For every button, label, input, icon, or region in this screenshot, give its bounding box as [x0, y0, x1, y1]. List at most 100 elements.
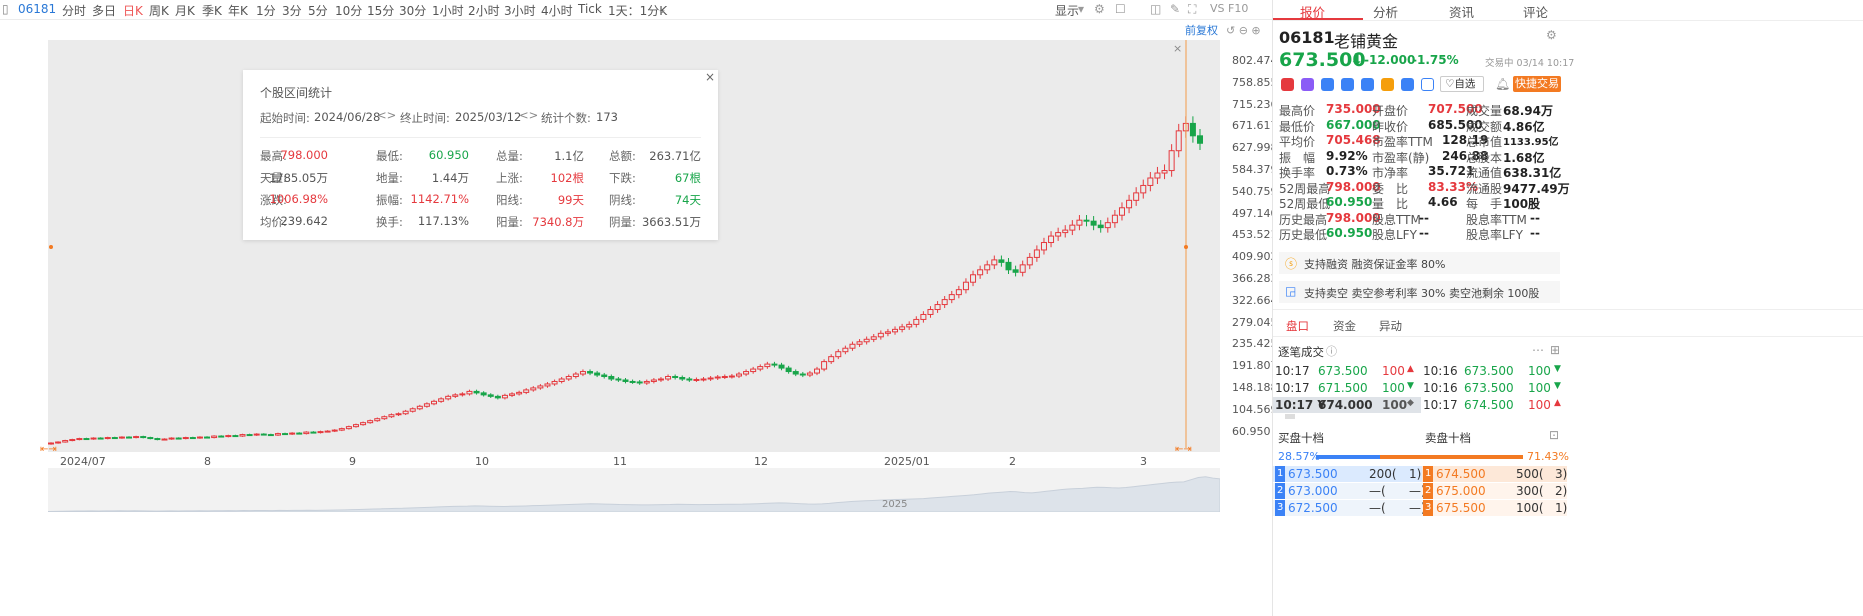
stat-label: 总量:	[496, 149, 523, 163]
tick-cell: 673.500	[1318, 364, 1368, 378]
range-right-handle-icon[interactable]: ⇤⇥	[1175, 444, 1192, 455]
box-icon[interactable]: ☐	[1115, 2, 1126, 16]
plus-icon[interactable]	[1361, 78, 1374, 91]
chevron-down-icon[interactable]: ⌄	[657, 2, 668, 16]
ask-row[interactable]	[1422, 500, 1567, 516]
undo-icon[interactable]: ↺ ⊖ ⊕	[1226, 24, 1261, 37]
candle	[537, 385, 544, 389]
end-date[interactable]: 2025/03/12	[455, 110, 522, 124]
caret-down-icon[interactable]: ▾	[1078, 2, 1085, 16]
candle	[1168, 150, 1175, 172]
candlestick-chart	[48, 40, 1203, 448]
add-watchlist-button[interactable]: ♡自选	[1440, 76, 1484, 92]
sidebar-toggle-icon[interactable]: ▯	[2, 2, 9, 16]
tab-funds[interactable]: 资金	[1333, 319, 1356, 333]
tab-jik[interactable]: 季K	[202, 4, 222, 18]
camera-icon[interactable]: ◫	[1150, 2, 1162, 16]
y-tick-label: 715.236	[1232, 97, 1278, 111]
tab-yuek[interactable]: 月K	[175, 4, 195, 18]
grid-icon[interactable]: ⊞	[1550, 343, 1561, 357]
quote-label: 流通值	[1466, 166, 1503, 180]
tab-zhouk[interactable]: 周K	[149, 4, 169, 18]
tab-5min[interactable]: 5分	[308, 4, 328, 18]
candle	[182, 437, 189, 440]
candle	[629, 380, 636, 383]
tab-15min[interactable]: 15分	[367, 4, 395, 18]
tab-10min[interactable]: 10分	[335, 4, 363, 18]
range-stats-popup: 个股区间统计 × 起始时间: 2024/06/28 <> 终止时间: 2025/…	[243, 70, 718, 240]
stat-label: 阴线:	[609, 193, 636, 207]
gear-icon[interactable]: ⚙	[1094, 2, 1105, 16]
book-cell: —)	[1409, 501, 1426, 515]
tab-quote[interactable]: 报价	[1300, 5, 1326, 20]
candle	[402, 410, 409, 415]
ask-row[interactable]	[1422, 466, 1567, 482]
time-navigator[interactable]: 2025	[48, 468, 1220, 512]
quick-trade-button[interactable]: 快捷交易	[1513, 76, 1561, 92]
flag-icon[interactable]	[1281, 78, 1294, 91]
end-arrows-icon[interactable]: <>	[519, 108, 539, 122]
start-arrows-icon[interactable]: <>	[377, 108, 397, 122]
cross-icon[interactable]	[1321, 78, 1334, 91]
tab-comments[interactable]: 评论	[1523, 5, 1549, 20]
x-tick-label: 11	[613, 455, 627, 468]
pen-icon[interactable]: ✎	[1170, 2, 1181, 16]
tick-cell: 100	[1382, 381, 1405, 395]
tab-2h[interactable]: 2小时	[468, 4, 500, 18]
dollar-icon[interactable]	[1341, 78, 1354, 91]
restore-right-button[interactable]: 前复权	[1185, 24, 1218, 37]
tab-4h[interactable]: 4小时	[541, 4, 573, 18]
scroll-handle[interactable]	[1285, 414, 1295, 419]
tab-changes[interactable]: 异动	[1379, 319, 1402, 333]
tab-30min[interactable]: 30分	[399, 4, 427, 18]
candle	[707, 377, 714, 380]
tag-icon[interactable]	[1401, 78, 1414, 91]
lightning-icon[interactable]	[1301, 78, 1314, 91]
start-date[interactable]: 2024/06/28	[314, 110, 381, 124]
ask-row[interactable]	[1422, 483, 1567, 499]
tab-news[interactable]: 资讯	[1449, 5, 1475, 20]
display-menu[interactable]: 显示	[1055, 4, 1080, 18]
doc-icon[interactable]	[1421, 78, 1434, 91]
tab-1d-1mk[interactable]: 1天：1分K	[608, 4, 668, 18]
close-icon[interactable]: ×	[705, 70, 716, 84]
short-row: ◲ 支持卖空 卖空参考利率 30% 卖空池剩余 100股	[1279, 281, 1560, 303]
trade-status: 交易中 03/14 10:17	[1485, 58, 1575, 69]
expand-icon[interactable]: ⛶	[1188, 2, 1197, 16]
candle	[877, 332, 884, 338]
tab-3h[interactable]: 3小时	[504, 4, 536, 18]
tab-rik[interactable]: 日K	[123, 4, 143, 18]
tab-1h[interactable]: 1小时	[432, 4, 464, 18]
candle	[1161, 170, 1168, 174]
tab-fenshi[interactable]: 分时	[62, 4, 87, 18]
bell-icon[interactable]: 🔔︎	[1495, 77, 1511, 91]
more-icon[interactable]: ⋯	[1532, 343, 1544, 357]
bid-row[interactable]	[1273, 483, 1422, 499]
candle	[438, 398, 445, 402]
bid-row[interactable]	[1273, 500, 1422, 516]
tab-analysis[interactable]: 分析	[1373, 5, 1399, 20]
tab-duori[interactable]: 多日	[92, 4, 117, 18]
quote-value: 9.92%	[1326, 148, 1368, 163]
stat-label: 涨跌:	[260, 193, 287, 207]
grid-icon[interactable]: ⊡	[1549, 428, 1560, 442]
stat-value: 1006.98%	[269, 192, 328, 206]
range-left-handle-icon[interactable]: ⇤⇥	[40, 444, 57, 455]
tab-1min[interactable]: 1分	[256, 4, 276, 18]
tab-pankou[interactable]: 盘口	[1286, 319, 1309, 333]
tab-3min[interactable]: 3分	[282, 4, 302, 18]
tab-niank[interactable]: 年K	[228, 4, 248, 18]
quote-label: 昨收价	[1372, 119, 1409, 134]
right-marker	[1184, 245, 1188, 249]
close-icon[interactable]: ×	[1173, 42, 1183, 55]
info-icon[interactable]: ⓘ	[1326, 345, 1337, 358]
bid-row[interactable]	[1273, 466, 1422, 482]
link-icon[interactable]	[1381, 78, 1394, 91]
tab-tick[interactable]: Tick	[578, 2, 602, 16]
quote-label: 市盈率TTM	[1372, 135, 1433, 149]
candle	[884, 331, 891, 334]
candle	[828, 356, 835, 363]
vs-f10-button[interactable]: VS F10	[1210, 2, 1249, 15]
gear-icon[interactable]: ⚙	[1546, 28, 1557, 42]
tick-cell: 673.500	[1464, 364, 1514, 378]
